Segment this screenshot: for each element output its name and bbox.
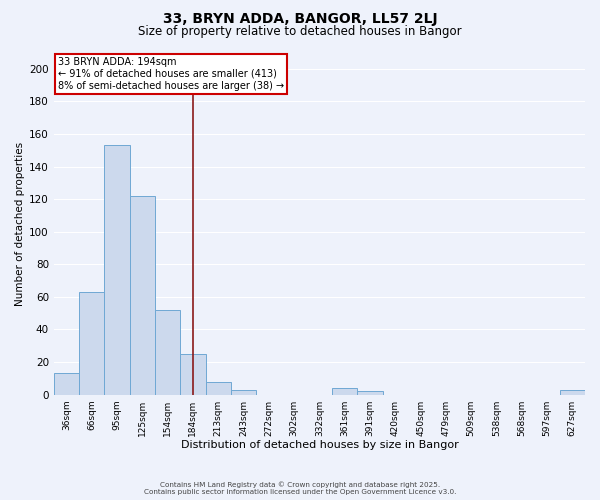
Bar <box>358 392 383 394</box>
Bar <box>130 196 155 394</box>
Bar <box>332 388 358 394</box>
Title: 33, BRYN ADDA, BANGOR, LL57 2LJ
Size of property relative to detached houses in : 33, BRYN ADDA, BANGOR, LL57 2LJ Size of … <box>0 499 1 500</box>
Bar <box>155 310 180 394</box>
Bar <box>104 146 130 394</box>
Bar <box>206 382 231 394</box>
Bar <box>79 292 104 394</box>
Text: 33, BRYN ADDA, BANGOR, LL57 2LJ: 33, BRYN ADDA, BANGOR, LL57 2LJ <box>163 12 437 26</box>
Bar <box>180 354 206 395</box>
X-axis label: Distribution of detached houses by size in Bangor: Distribution of detached houses by size … <box>181 440 458 450</box>
Bar <box>560 390 585 394</box>
Bar <box>231 390 256 394</box>
Text: Size of property relative to detached houses in Bangor: Size of property relative to detached ho… <box>138 25 462 38</box>
Bar <box>54 374 79 394</box>
Text: Contains HM Land Registry data © Crown copyright and database right 2025.
Contai: Contains HM Land Registry data © Crown c… <box>144 482 456 495</box>
Y-axis label: Number of detached properties: Number of detached properties <box>15 142 25 306</box>
Text: 33 BRYN ADDA: 194sqm
← 91% of detached houses are smaller (413)
8% of semi-detac: 33 BRYN ADDA: 194sqm ← 91% of detached h… <box>58 58 284 90</box>
